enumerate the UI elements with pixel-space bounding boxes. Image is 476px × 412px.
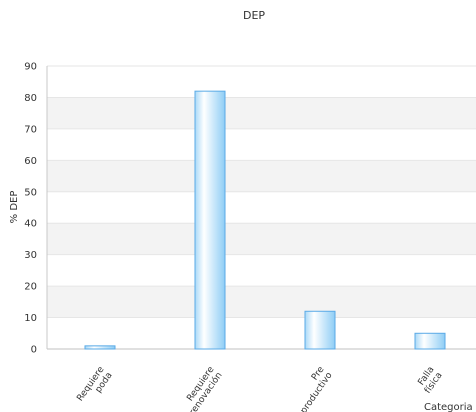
grid-band: [47, 223, 476, 255]
y-tick-label: 40: [24, 219, 37, 230]
grid-lines: [46, 65, 476, 350]
y-tick-label: 0: [31, 345, 37, 356]
grid-band: [47, 97, 476, 129]
grid-band: [47, 160, 476, 192]
y-tick-label: 90: [24, 62, 37, 73]
y-tick-label: 20: [24, 282, 37, 293]
chart-title: DEP: [243, 9, 265, 22]
y-tick-label: 50: [24, 187, 37, 198]
grid-bands: [47, 97, 476, 318]
x-axis-title: Categoria: [424, 402, 473, 412]
bar: [304, 310, 336, 350]
y-tick-label: 10: [24, 313, 37, 324]
bar: [84, 345, 116, 350]
grid-band: [47, 286, 476, 318]
y-axis-ticks: 0 10 20 30 40 50 60 70 80 90: [24, 62, 37, 356]
y-tick-label: 30: [24, 250, 37, 261]
y-tick-label: 70: [24, 124, 37, 135]
bars: [84, 90, 446, 350]
y-tick-label: 60: [24, 156, 37, 167]
y-axis-title: % DEP: [9, 191, 20, 224]
bar: [194, 90, 226, 350]
bar: [414, 332, 446, 350]
y-tick-label: 80: [24, 93, 37, 104]
